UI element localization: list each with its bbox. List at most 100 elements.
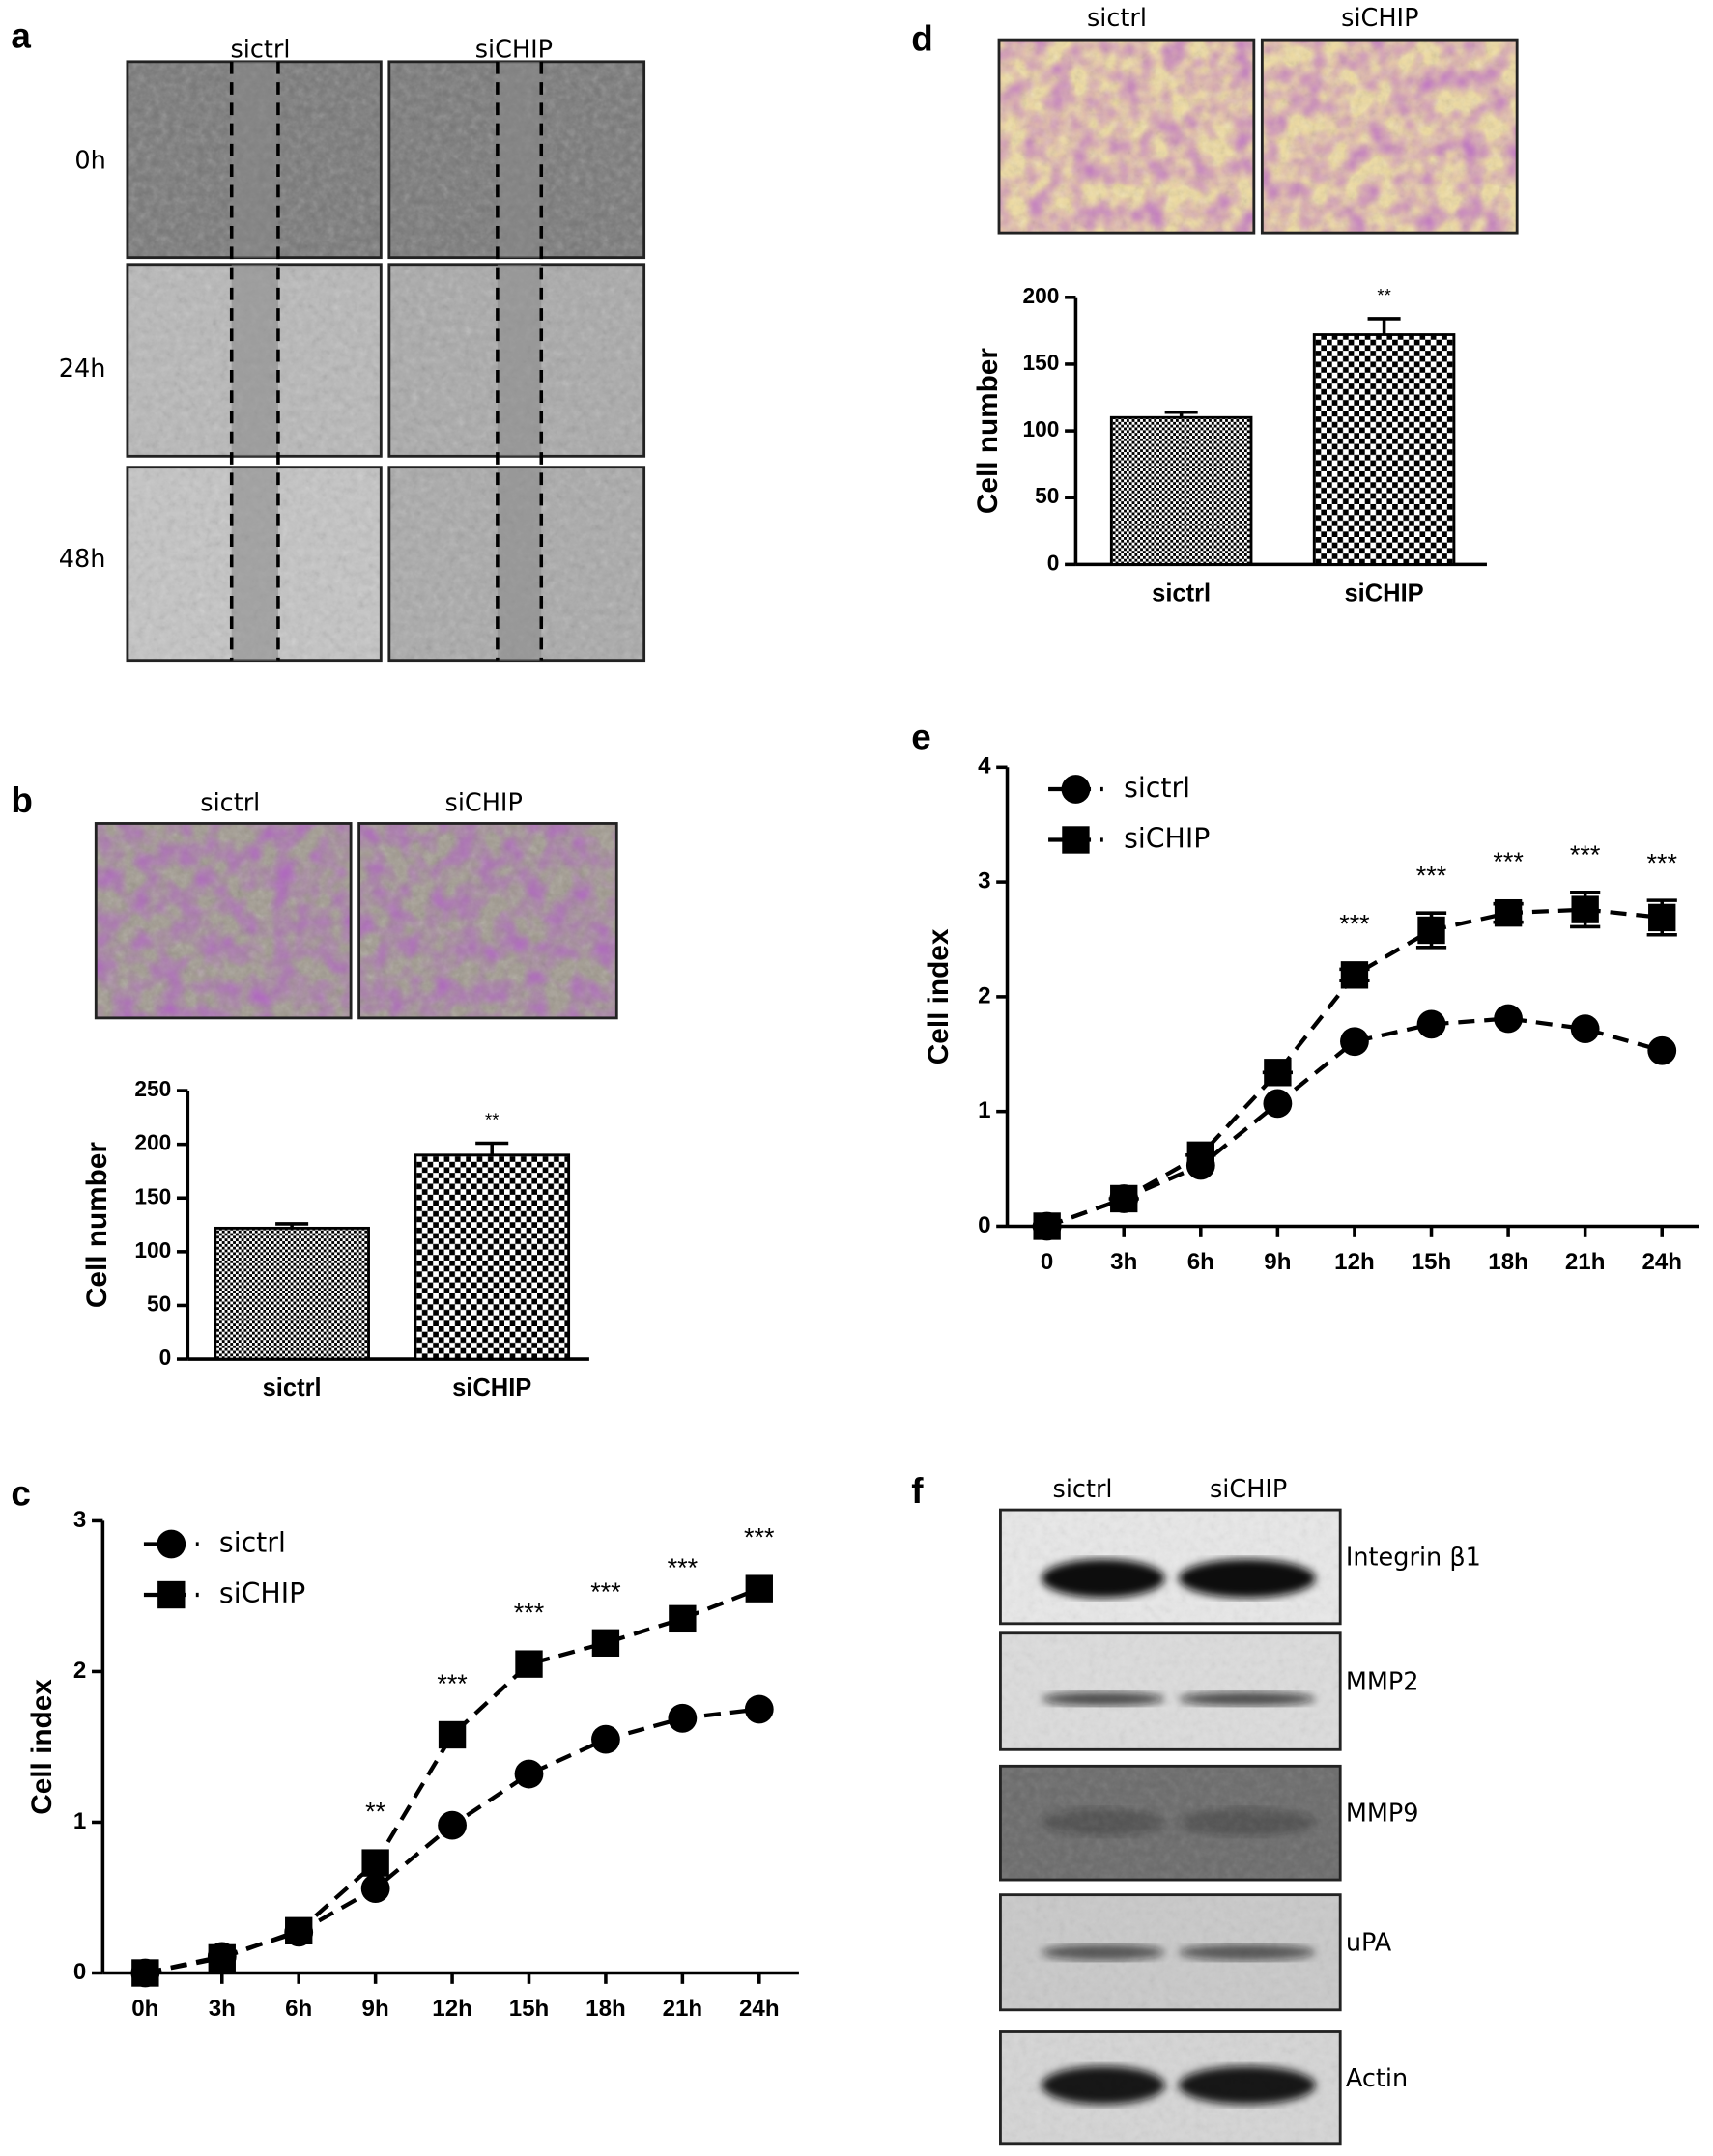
y-tick-label: 1: [978, 1097, 990, 1123]
y-tick-label: 3: [73, 1507, 86, 1533]
x-tick-label: 3h: [1110, 1249, 1137, 1275]
column-label: sictrl: [200, 789, 260, 818]
x-tick-label: 24h: [739, 1996, 780, 2022]
marker: [1061, 775, 1091, 804]
marker: [361, 1849, 389, 1877]
y-tick-label: 100: [1023, 416, 1060, 441]
blot-band: [1041, 1559, 1165, 1598]
blot-band: [1041, 2065, 1165, 2105]
significance: ***: [668, 1553, 699, 1582]
bar: [214, 1226, 370, 1361]
band-label: MMP9: [1346, 1800, 1419, 1829]
marker: [1570, 1014, 1600, 1044]
marker: [131, 1959, 159, 1987]
panel-letter: b: [11, 780, 33, 820]
y-tick-label: 100: [134, 1237, 171, 1262]
band-label: Integrin β1: [1346, 1543, 1481, 1572]
bar: [414, 1153, 571, 1361]
series-line: [144, 1707, 760, 1975]
blot-border: [999, 1631, 1342, 1751]
blot-border: [999, 1508, 1342, 1626]
x-tick-label: 18h: [1488, 1249, 1528, 1275]
error-bar: [1367, 317, 1401, 335]
legend-label: siCHIP: [219, 1577, 305, 1609]
blot-band: [1178, 1808, 1316, 1836]
series-line: [1045, 1016, 1663, 1229]
x-tick-label: 0h: [131, 1996, 158, 2022]
micrograph-cells: [1262, 40, 1518, 234]
x-tick-label: 15h: [509, 1996, 550, 2022]
marker: [1647, 1035, 1677, 1065]
marker: [1186, 1141, 1214, 1170]
blot-band: [1178, 1943, 1316, 1961]
legend-label: sictrl: [1124, 772, 1190, 804]
significance: **: [485, 1110, 499, 1130]
scratch-gap: [497, 264, 542, 457]
column-label: siCHIP: [445, 789, 523, 818]
x-tick-label: 9h: [1264, 1249, 1291, 1275]
micrograph-border: [1260, 38, 1519, 235]
x-tick-label: 9h: [362, 1996, 389, 2022]
x-tick-label: 21h: [1565, 1249, 1606, 1275]
y-tick-label: 200: [1023, 283, 1060, 308]
marker: [1033, 1212, 1061, 1240]
y-tick-label: 2: [978, 982, 990, 1008]
legend-label: sictrl: [219, 1527, 286, 1559]
y-tick-label: 4: [978, 753, 991, 780]
marker: [360, 1874, 390, 1904]
y-axis-label: Cell index: [26, 1679, 58, 1815]
marker: [1110, 1184, 1138, 1213]
blot-band: [1041, 1943, 1165, 1961]
x-tick-label: 3h: [209, 1996, 236, 2022]
y-tick-label: 50: [147, 1291, 171, 1316]
significance: ***: [590, 1577, 621, 1606]
column-label: sictrl: [1053, 1475, 1113, 1504]
panel-letter: f: [911, 1471, 924, 1511]
band-label: MMP2: [1346, 1668, 1419, 1697]
y-tick-label: 50: [1035, 483, 1059, 508]
column-label: siCHIP: [1210, 1475, 1287, 1504]
marker: [591, 1724, 620, 1754]
marker: [668, 1703, 698, 1733]
x-tick-label: 6h: [285, 1996, 312, 2022]
marker: [157, 1529, 186, 1559]
x-tick-label: 24h: [1642, 1249, 1682, 1275]
marker: [285, 1916, 313, 1944]
scratch-gap: [231, 467, 278, 661]
y-axis-label: Cell index: [923, 928, 955, 1064]
scratch-gap: [497, 61, 542, 258]
significance: ***: [1339, 909, 1370, 938]
marker: [1494, 1004, 1523, 1034]
marker: [744, 1694, 774, 1724]
y-axis-label: Cell number: [81, 1142, 113, 1308]
scratch-gap: [497, 467, 542, 661]
row-label: 24h: [59, 355, 106, 383]
significance: **: [1377, 285, 1390, 305]
marker: [1417, 916, 1445, 945]
micrograph-cells: [999, 40, 1254, 234]
bar: [1312, 333, 1456, 566]
column-label: sictrl: [1087, 4, 1147, 33]
marker: [1416, 1009, 1446, 1039]
series-line: [1045, 907, 1663, 1229]
significance: ***: [744, 1523, 775, 1552]
band-label: Actin: [1346, 2064, 1408, 2093]
x-tick-label: 12h: [1334, 1249, 1375, 1275]
error-bar: [475, 1141, 509, 1155]
marker: [1340, 961, 1369, 989]
blot-border: [999, 1764, 1342, 1882]
blot-band: [1041, 1691, 1165, 1706]
column-label: siCHIP: [1341, 4, 1418, 33]
x-tick-label: 0: [1041, 1249, 1053, 1275]
significance: ***: [1493, 847, 1524, 876]
marker: [438, 1810, 467, 1840]
micrograph-cells: [96, 823, 352, 1018]
marker: [208, 1943, 236, 1972]
marker: [1263, 1089, 1293, 1119]
y-tick-label: 150: [134, 1183, 171, 1208]
legend-label: siCHIP: [1124, 822, 1210, 854]
bar: [1109, 415, 1253, 566]
significance: ***: [437, 1669, 468, 1698]
marker: [1264, 1059, 1292, 1087]
